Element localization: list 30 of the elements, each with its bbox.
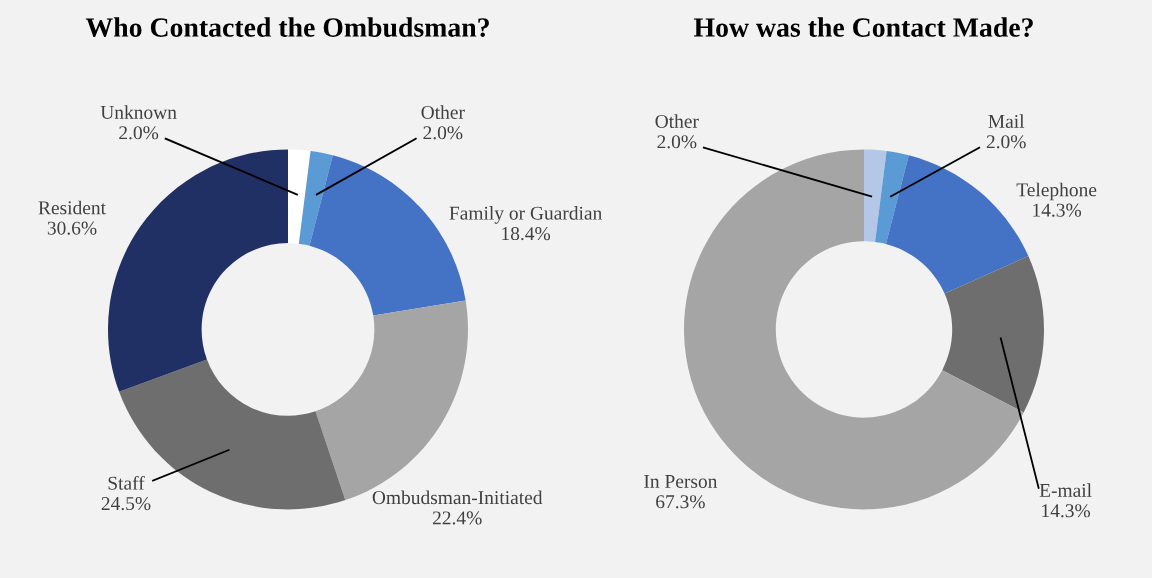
data-label: 14.3% bbox=[1042, 504, 1091, 518]
data-label: 67.3% bbox=[656, 495, 705, 509]
data-label: 18.4% bbox=[502, 227, 551, 241]
data-label: 14.3% bbox=[1033, 203, 1082, 217]
slice-label: Resident bbox=[38, 200, 106, 215]
slice-label: Unknown bbox=[100, 105, 177, 119]
data-label: 24.5% bbox=[101, 496, 151, 511]
slice-label: Other bbox=[655, 114, 699, 128]
chart-title: Who Contacted the Ombudsman? bbox=[85, 17, 489, 38]
data-label: 30.6% bbox=[47, 221, 97, 235]
slice-label: Staff bbox=[108, 475, 145, 490]
slice-label: Ombudsman-Initiated bbox=[372, 490, 543, 505]
donut-slice bbox=[864, 149, 887, 242]
donut-slice bbox=[288, 149, 311, 244]
slice-label: In Person bbox=[644, 475, 718, 488]
donut-slice bbox=[875, 150, 909, 245]
slice-label: Other bbox=[421, 105, 465, 119]
data-label: 2.0% bbox=[423, 126, 463, 140]
slice-label: Telephone bbox=[1016, 182, 1097, 201]
donut-slice bbox=[298, 150, 333, 246]
data-label: 22.4% bbox=[432, 511, 482, 525]
data-label: 2.0% bbox=[119, 126, 159, 140]
slice-label: Mail bbox=[988, 114, 1025, 128]
slice-label: E-mail bbox=[1039, 483, 1092, 497]
slice-label: Family or Guardian bbox=[449, 206, 602, 224]
chart-title: How was the Contact Made? bbox=[693, 17, 1033, 38]
data-label: 2.0% bbox=[986, 135, 1026, 149]
data-label: 2.0% bbox=[657, 135, 697, 149]
donut-slice bbox=[942, 256, 1044, 413]
donut-slice bbox=[108, 149, 288, 392]
